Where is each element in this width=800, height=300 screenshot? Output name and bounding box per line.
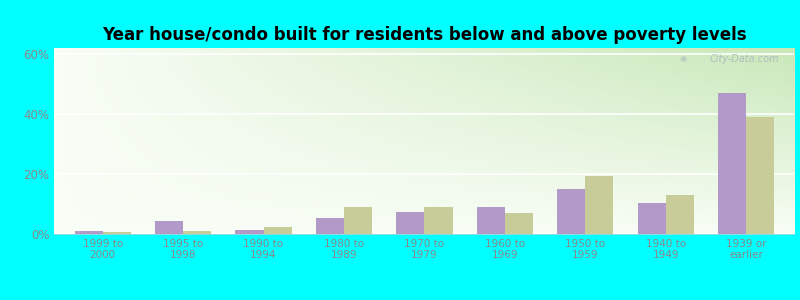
Bar xyxy=(74,231,102,234)
Bar xyxy=(316,218,344,234)
Bar xyxy=(155,220,183,234)
Bar xyxy=(586,176,614,234)
Bar xyxy=(183,231,211,234)
Bar xyxy=(557,189,586,234)
Text: City-Data.com: City-Data.com xyxy=(710,54,779,64)
Bar xyxy=(718,93,746,234)
Bar xyxy=(638,202,666,234)
Bar xyxy=(477,207,505,234)
Bar xyxy=(235,230,263,234)
Text: ◉: ◉ xyxy=(680,54,687,63)
Bar xyxy=(263,226,292,234)
Bar xyxy=(666,195,694,234)
Bar xyxy=(344,207,372,234)
Bar xyxy=(505,213,533,234)
Bar xyxy=(102,232,131,234)
Bar xyxy=(425,207,453,234)
Bar xyxy=(396,212,425,234)
Title: Year house/condo built for residents below and above poverty levels: Year house/condo built for residents bel… xyxy=(102,26,746,44)
Bar xyxy=(746,117,774,234)
